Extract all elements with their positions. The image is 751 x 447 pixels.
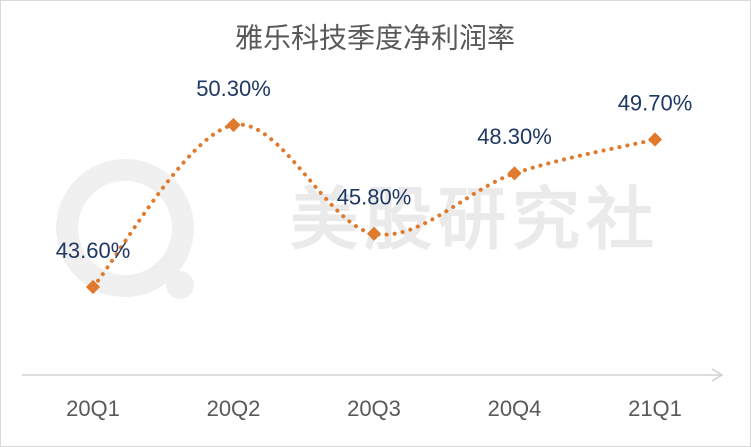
x-tick-label: 21Q1 bbox=[628, 396, 682, 421]
x-tick-label: 20Q4 bbox=[488, 396, 542, 421]
x-tick-label: 20Q3 bbox=[347, 396, 401, 421]
data-label: 48.30% bbox=[477, 124, 552, 149]
data-label: 50.30% bbox=[196, 76, 271, 101]
marker bbox=[507, 166, 522, 181]
line bbox=[91, 122, 657, 289]
chart-title: 雅乐科技季度净利润率 bbox=[235, 22, 515, 53]
marker bbox=[647, 132, 663, 147]
x-tick-label: 20Q2 bbox=[207, 396, 261, 421]
data-label: 49.70% bbox=[618, 90, 693, 115]
data-label: 45.80% bbox=[337, 185, 412, 210]
marker bbox=[366, 226, 382, 241]
data-label: 43.60% bbox=[56, 238, 131, 263]
marker bbox=[85, 279, 101, 295]
x-axis-arrow bbox=[711, 368, 724, 382]
x-tick-label: 20Q1 bbox=[66, 396, 120, 421]
watermark-logo bbox=[56, 159, 194, 299]
